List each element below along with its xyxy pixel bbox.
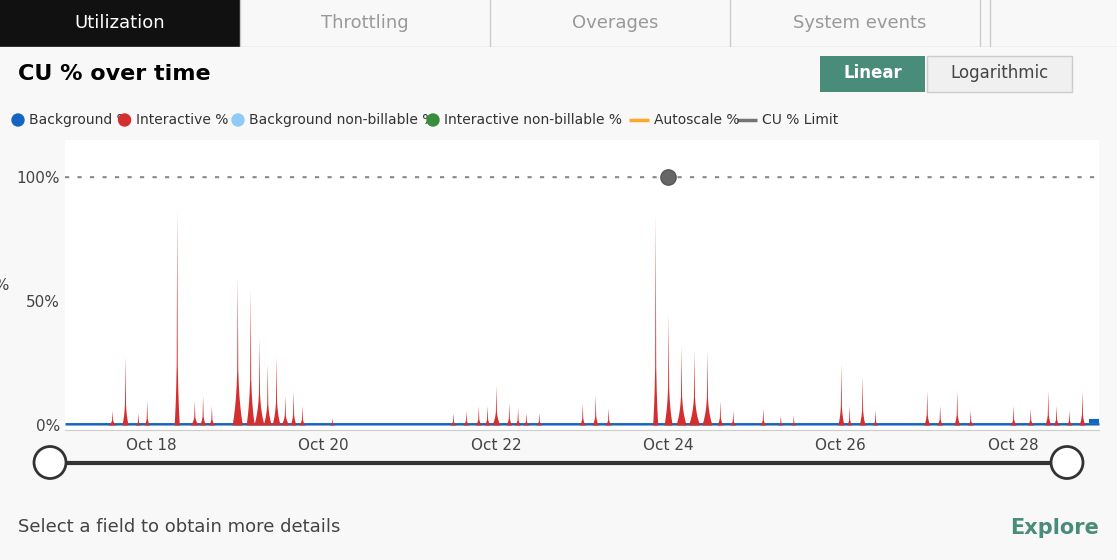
- Text: Logarithmic: Logarithmic: [951, 64, 1049, 82]
- Circle shape: [232, 114, 244, 126]
- Circle shape: [1051, 446, 1083, 478]
- Circle shape: [427, 114, 439, 126]
- Text: Explore: Explore: [1010, 517, 1099, 538]
- Circle shape: [12, 114, 23, 126]
- Text: Interactive non-billable %: Interactive non-billable %: [443, 113, 622, 127]
- Circle shape: [118, 114, 131, 126]
- Bar: [927, 55, 1072, 91]
- Text: Linear: Linear: [843, 64, 901, 82]
- Bar: [0, 0, 240, 47]
- Text: Select a field to obtain more details: Select a field to obtain more details: [18, 519, 341, 536]
- Text: Utilization: Utilization: [75, 15, 165, 32]
- Text: Interactive %: Interactive %: [135, 113, 228, 127]
- Text: System events: System events: [793, 15, 927, 32]
- Text: Autoscale %: Autoscale %: [653, 113, 739, 127]
- Text: Background %: Background %: [29, 113, 130, 127]
- Circle shape: [34, 446, 66, 478]
- Text: Background non-billable %: Background non-billable %: [249, 113, 436, 127]
- Text: Throttling: Throttling: [322, 15, 409, 32]
- Text: Overages: Overages: [572, 15, 658, 32]
- Y-axis label: CU %: CU %: [0, 278, 10, 292]
- Text: CU % over time: CU % over time: [18, 63, 211, 83]
- Text: CU % Limit: CU % Limit: [762, 113, 838, 127]
- Bar: [820, 55, 925, 91]
